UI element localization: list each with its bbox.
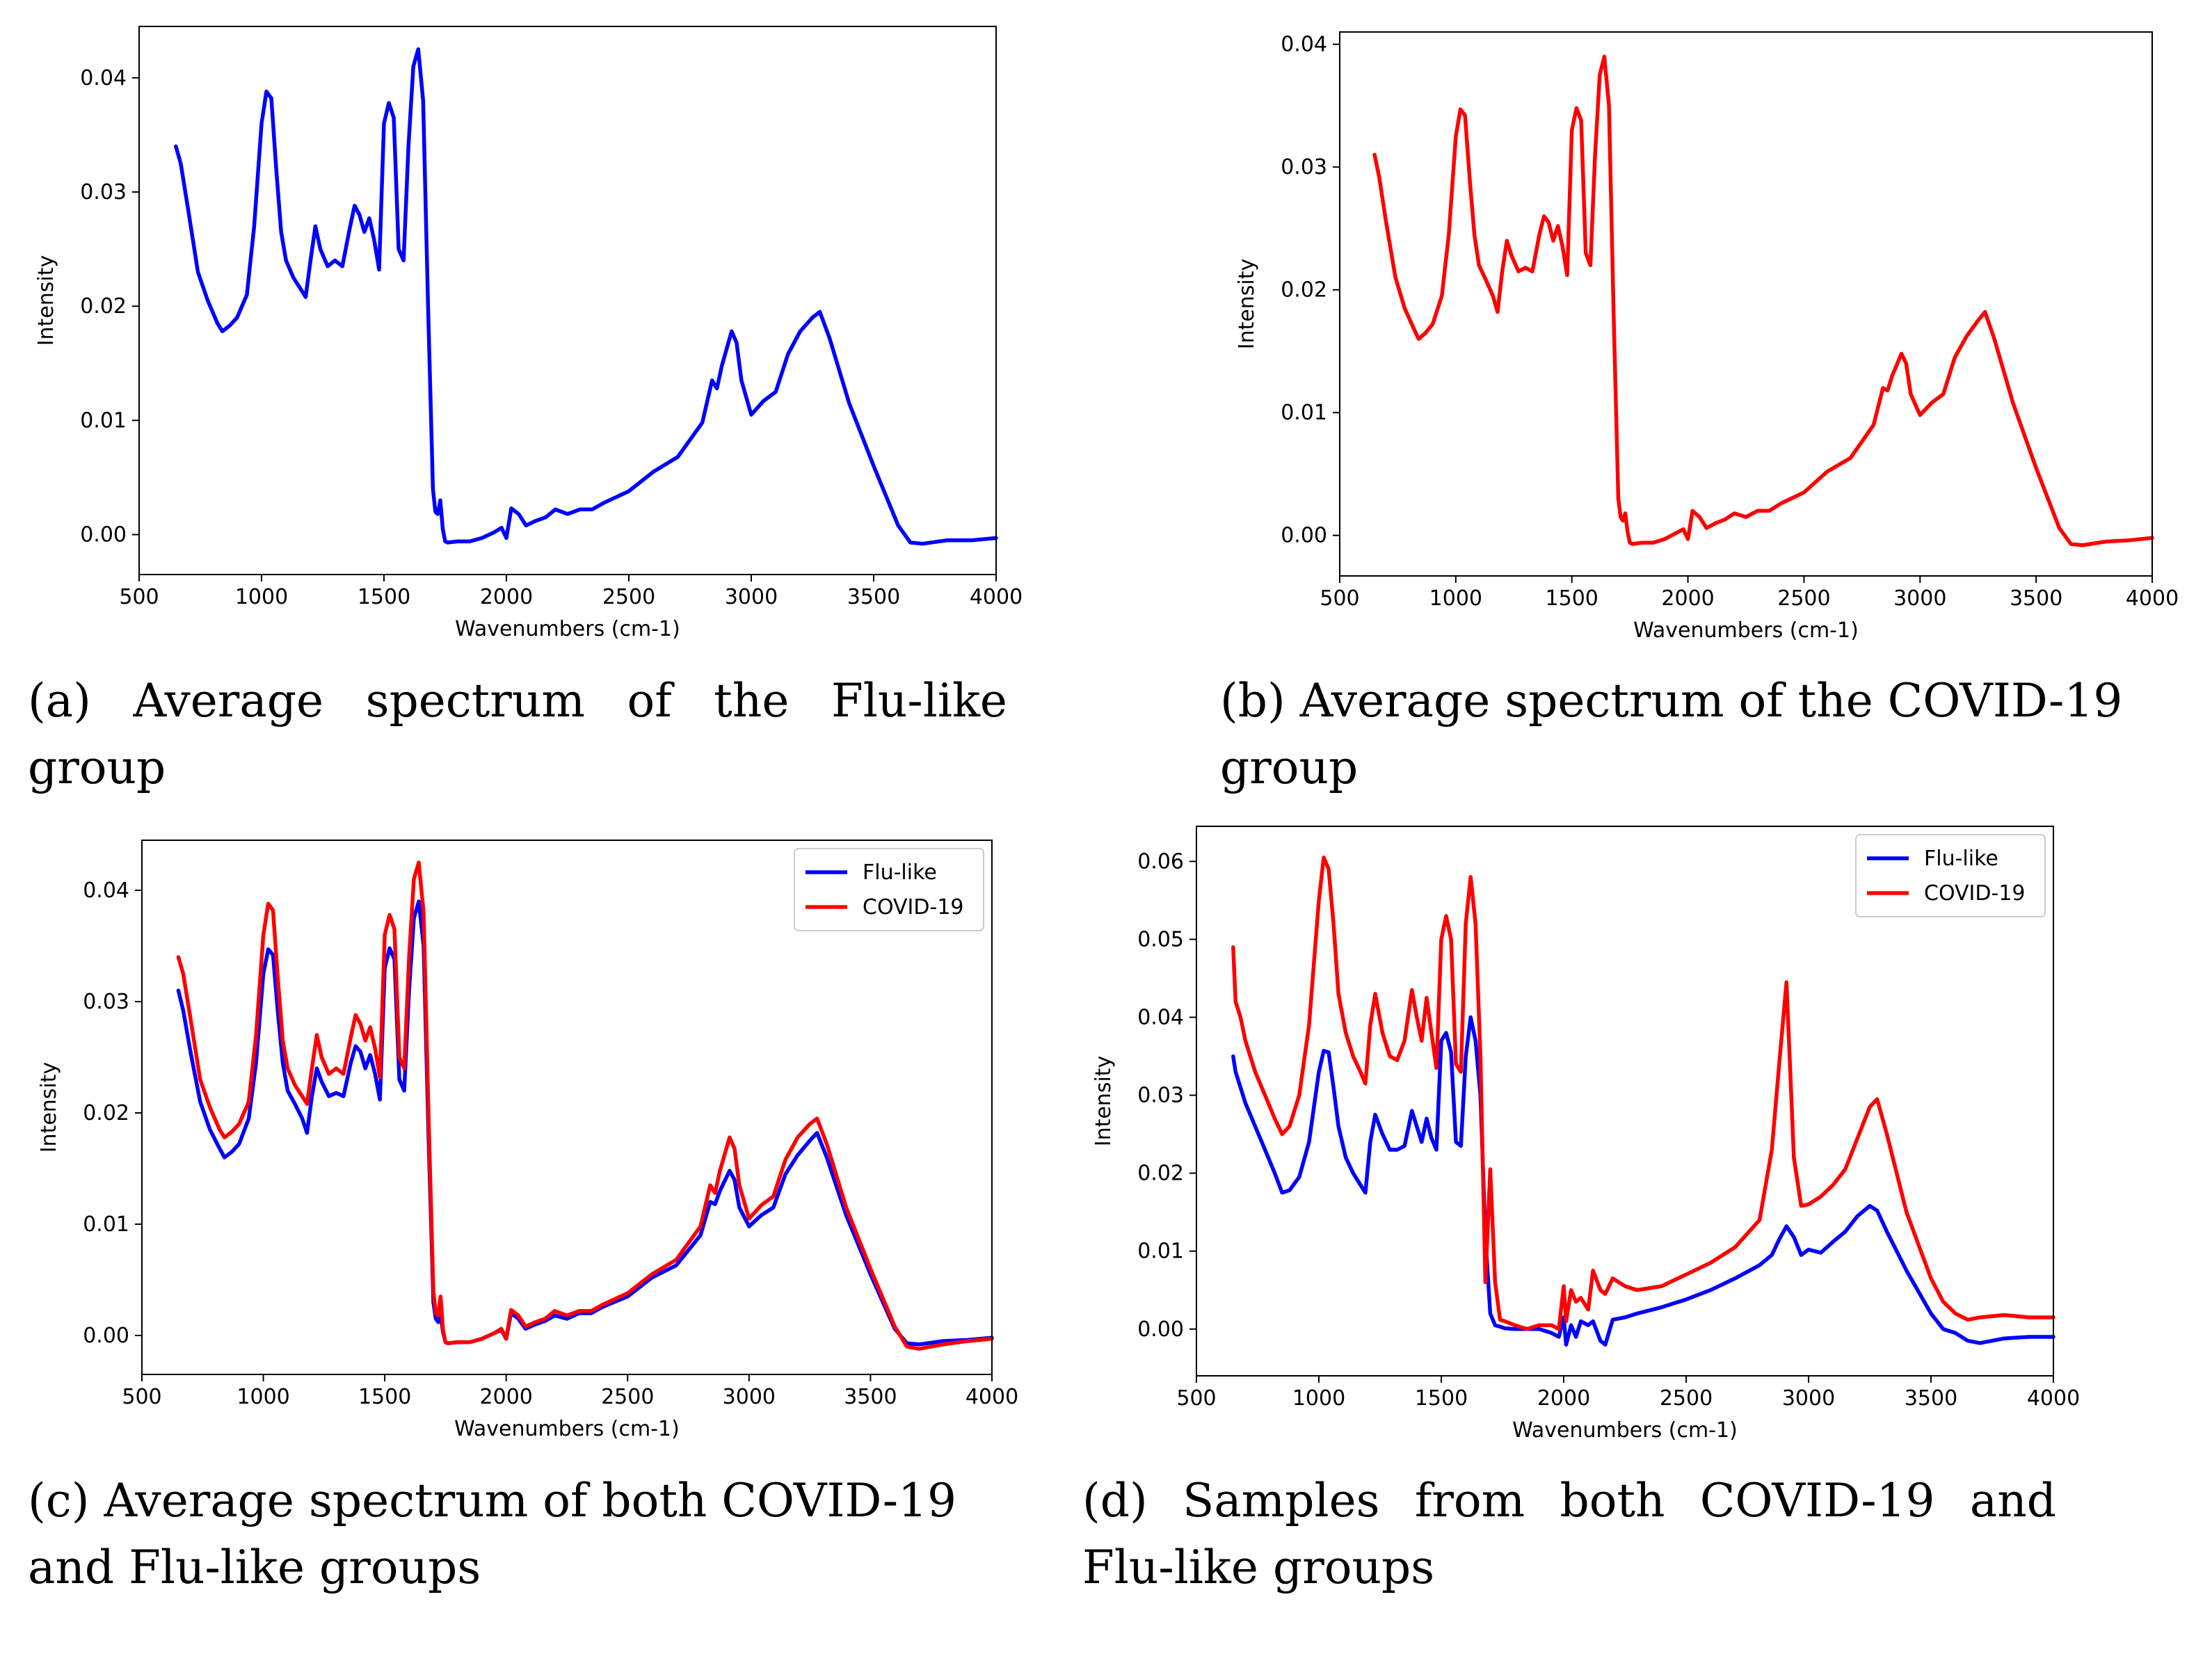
x-tick-label: 1000 <box>235 585 288 609</box>
caption-c: (c) Average spectrum of both COVID-19 an… <box>28 1474 956 1594</box>
x-tick-label: 2000 <box>480 1385 533 1409</box>
y-tick-label: 0.05 <box>1137 927 1184 952</box>
y-tick-label: 0.02 <box>80 294 127 319</box>
x-tick-label: 2000 <box>1661 586 1714 611</box>
plot-frame <box>141 840 993 1375</box>
y-tick-label: 0.00 <box>1281 524 1327 548</box>
series-line-flu-like <box>176 899 994 1347</box>
x-tick-label: 1500 <box>1415 1386 1468 1411</box>
series-line-flu-like <box>1231 1015 2055 1347</box>
y-tick-label: 0.03 <box>83 990 129 1014</box>
x-axis-label: Wavenumbers (cm-1) <box>455 617 680 641</box>
x-tick-label: 500 <box>119 585 159 609</box>
x-tick-label: 4000 <box>2126 586 2179 611</box>
x-tick-label: 1000 <box>1429 586 1482 611</box>
legend-label: COVID-19 <box>863 895 964 920</box>
x-tick-label: 3000 <box>1893 586 1946 611</box>
x-tick-label: 1500 <box>1546 586 1598 611</box>
x-tick-label: 3500 <box>2010 586 2062 611</box>
y-tick-label: 0.03 <box>1137 1084 1184 1108</box>
y-tick-label: 0.04 <box>80 66 127 90</box>
caption-b: (b) Average spectrum of the COVID-19 gro… <box>1220 674 2123 794</box>
y-tick-label: 0.03 <box>1281 155 1327 179</box>
y-tick-label: 0.04 <box>1137 1006 1184 1030</box>
y-tick-label: 0.04 <box>1281 33 1327 57</box>
caption-a: (a) Average spectrum of the Flu-like gro… <box>28 674 1007 794</box>
y-tick-label: 0.01 <box>83 1212 129 1237</box>
x-tick-label: 1500 <box>358 1385 411 1409</box>
legend-label: Flu-like <box>863 860 937 885</box>
y-tick-label: 0.01 <box>1137 1239 1184 1264</box>
x-tick-label: 2500 <box>601 1385 654 1409</box>
y-axis-label: Intensity <box>34 255 58 346</box>
y-tick-label: 0.00 <box>83 1324 129 1348</box>
x-tick-label: 2500 <box>1660 1386 1713 1411</box>
x-tick-label: 2000 <box>480 585 533 609</box>
x-tick-label: 500 <box>122 1385 161 1409</box>
series-line-covid-19 <box>1372 54 2154 547</box>
x-tick-label: 1000 <box>1292 1386 1345 1411</box>
x-tick-label: 3500 <box>844 1385 897 1409</box>
x-tick-label: 2500 <box>602 585 655 609</box>
x-tick-label: 2000 <box>1537 1386 1590 1411</box>
x-axis-label: Wavenumbers (cm-1) <box>1633 618 1859 643</box>
series-line-covid-19 <box>176 860 994 1351</box>
x-tick-label: 3000 <box>725 585 778 609</box>
x-tick-label: 1500 <box>358 585 410 609</box>
y-tick-label: 0.00 <box>1137 1317 1184 1342</box>
chart-samples: 500 1000 1500 2000 2500 3000 3500 4000 0.00 0.01 0… <box>1091 826 2080 1443</box>
y-tick-label: 0.01 <box>80 408 127 433</box>
x-tick-label: 3000 <box>1782 1386 1835 1411</box>
y-tick-label: 0.06 <box>1137 849 1184 874</box>
x-tick-label: 500 <box>1320 586 1359 611</box>
x-tick-label: 2500 <box>1777 586 1830 611</box>
plot-frame <box>138 26 997 575</box>
y-axis-label: Intensity <box>1091 1056 1116 1147</box>
x-tick-label: 3000 <box>723 1385 776 1409</box>
y-tick-label: 0.02 <box>1137 1162 1184 1186</box>
y-tick-label: 0.03 <box>80 180 127 204</box>
x-axis-label: Wavenumbers (cm-1) <box>454 1417 680 1441</box>
y-tick-label: 0.00 <box>80 523 127 547</box>
x-tick-label: 4000 <box>965 1385 1018 1409</box>
x-tick-label: 1000 <box>237 1385 289 1409</box>
chart-both-average: 500 1000 1500 2000 2500 3000 3500 4000 0.00 0.01 0… <box>37 840 1018 1441</box>
y-axis-label: Intensity <box>1235 259 1259 350</box>
legend-box <box>794 848 984 931</box>
series-line-flu-like <box>174 47 998 546</box>
y-tick-label: 0.01 <box>1281 401 1327 425</box>
plot-frame <box>1196 826 2054 1377</box>
y-axis-label: Intensity <box>37 1062 61 1153</box>
y-tick-label: 0.02 <box>1281 278 1327 303</box>
x-tick-label: 4000 <box>2027 1386 2080 1411</box>
legend-label: Flu-like <box>1924 846 1998 871</box>
chart-covid-average: 500 1000 1500 2000 2500 3000 3500 4000 0.00 0.01 0… <box>1235 31 2179 643</box>
y-tick-label: 0.04 <box>83 878 129 903</box>
x-tick-label: 4000 <box>970 585 1023 609</box>
legend-label: COVID-19 <box>1924 881 2026 906</box>
legend-box <box>1855 834 2046 917</box>
x-tick-label: 500 <box>1176 1386 1216 1411</box>
plot-frame <box>1339 31 2153 577</box>
y-tick-label: 0.02 <box>83 1101 129 1125</box>
chart-flu-average: 500 1000 1500 2000 2500 3000 3500 4000 0.00 0.01 0… <box>34 26 1023 641</box>
x-tick-label: 3500 <box>847 585 900 609</box>
caption-d: (d) Samples from both COVID-19 and Flu-l… <box>1082 1474 2056 1594</box>
x-tick-label: 3500 <box>1905 1386 1957 1411</box>
series-line-covid-19 <box>1231 856 2055 1331</box>
x-axis-label: Wavenumbers (cm-1) <box>1512 1418 1738 1443</box>
